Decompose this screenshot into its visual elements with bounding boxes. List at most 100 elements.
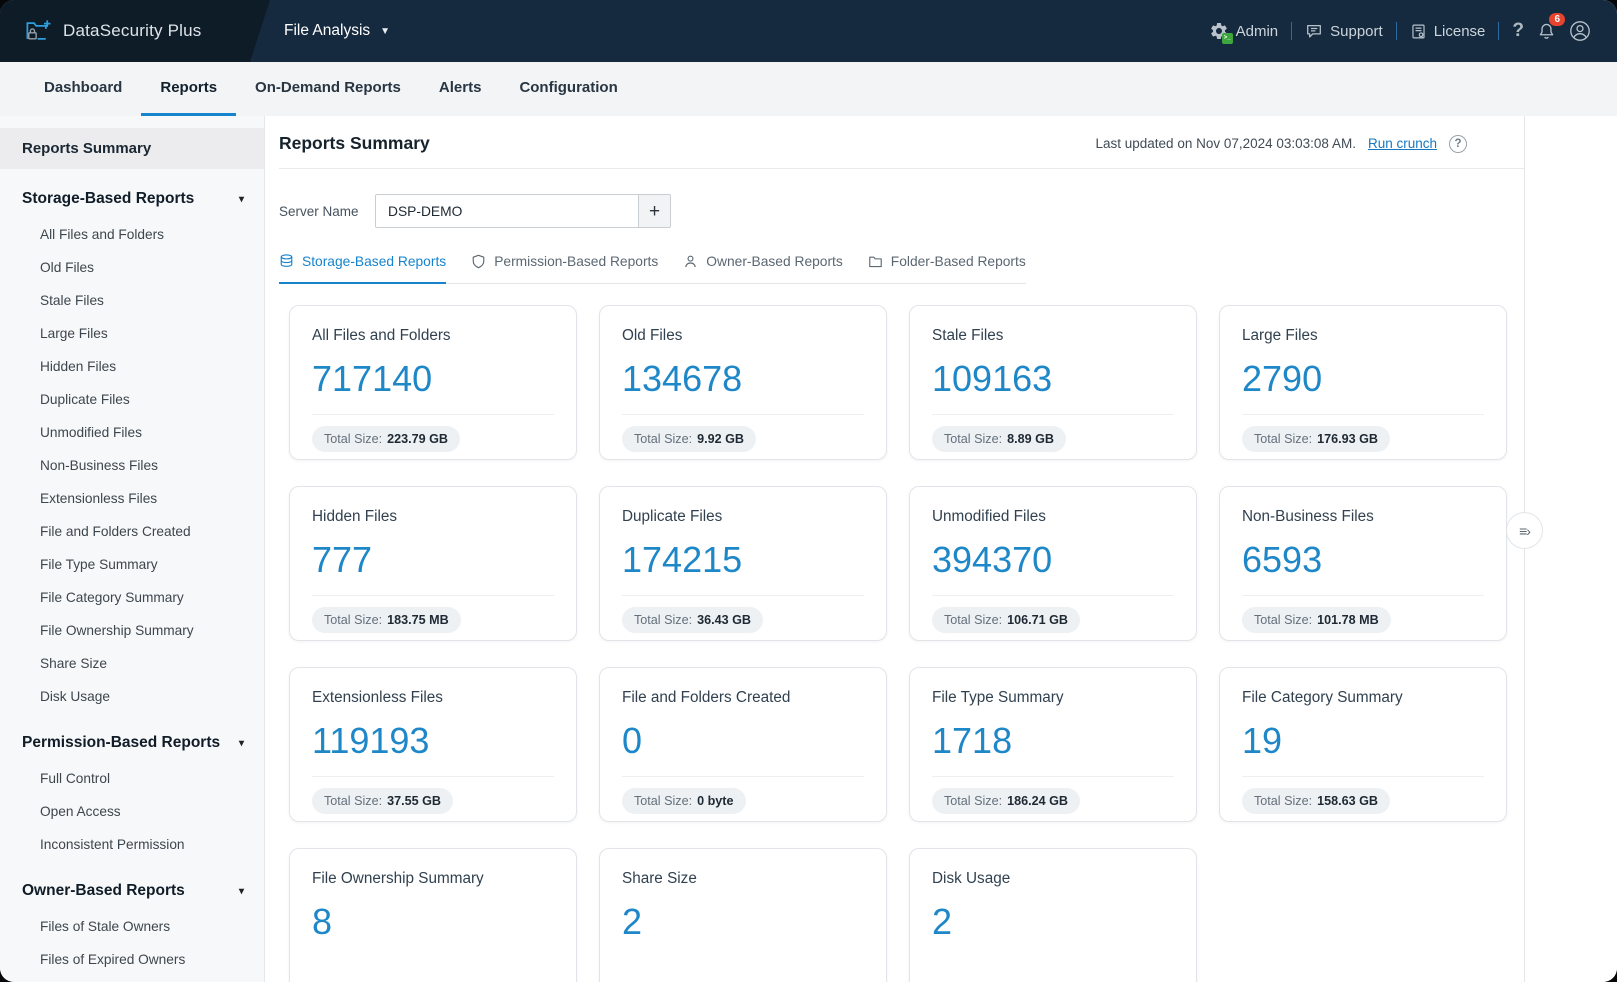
card-title: All Files and Folders (312, 327, 451, 344)
report-card-hidden-files[interactable]: Hidden Files 777 Total Size: 183.75 MB (289, 486, 577, 641)
report-card-share-size[interactable]: Share Size 2 (599, 848, 887, 982)
chevron-down-icon: ▼ (380, 25, 391, 37)
report-tab-label: Owner-Based Reports (706, 254, 843, 269)
total-size-value: 186.24 GB (1007, 794, 1069, 809)
report-card-disk-usage[interactable]: Disk Usage 2 (909, 848, 1197, 982)
card-count: 6593 (1242, 539, 1323, 580)
card-title: File Category Summary (1242, 689, 1403, 706)
report-tab-storage-based-reports[interactable]: Storage-Based Reports (279, 244, 447, 284)
sidebar-item-reports-summary[interactable]: Reports Summary (0, 128, 264, 169)
sidebar-item-open-access[interactable]: Open Access (40, 804, 121, 819)
card-title: Unmodified Files (932, 508, 1046, 525)
license-link[interactable]: License (1410, 23, 1485, 40)
help-icon[interactable]: ? (1512, 20, 1524, 41)
report-tab-folder-based-reports[interactable]: Folder-Based Reports (868, 244, 1026, 284)
support-link[interactable]: Support (1305, 22, 1383, 40)
module-switcher[interactable]: File Analysis ▼ (284, 22, 390, 40)
report-card-unmodified-files[interactable]: Unmodified Files 394370 Total Size: 106.71 … (909, 486, 1197, 641)
server-name-input[interactable] (375, 194, 639, 228)
card-count: 8 (312, 901, 333, 942)
divider (622, 595, 864, 597)
gear-icon: >_ (1209, 21, 1233, 44)
report-card-extensionless-files[interactable]: Extensionless Files 119193 Total Size: 37.5… (289, 667, 577, 822)
total-size-value: 8.89 GB (1007, 432, 1055, 447)
report-tab-permission-based-reports[interactable]: Permission-Based Reports (471, 244, 658, 284)
run-crunch-link[interactable]: Run crunch (1367, 136, 1437, 151)
tab-dashboard[interactable]: Dashboard (44, 79, 123, 96)
divider (932, 776, 1174, 778)
total-size-value: 9.92 GB (697, 432, 745, 447)
card-count: 777 (312, 539, 373, 580)
tab-reports[interactable]: Reports (141, 62, 237, 116)
report-card-old-files[interactable]: Old Files 134678 Total Size: 9.92 GB (599, 305, 887, 460)
report-card-file-category-summary[interactable]: File Category Summary 19 Total Size: 158.63… (1219, 667, 1507, 822)
card-count: 1718 (932, 720, 1013, 761)
card-count: 717140 (312, 358, 433, 399)
sidebar-item-file-ownership-summary[interactable]: File Ownership Summary (40, 623, 194, 638)
admin-link[interactable]: >_ Admin (1209, 21, 1279, 44)
sidebar-item-file-type-summary[interactable]: File Type Summary (40, 557, 158, 572)
sidebar-group-label: Storage-Based Reports (22, 190, 195, 207)
tab-configuration[interactable]: Configuration (519, 79, 618, 96)
card-title: File and Folders Created (622, 689, 791, 706)
sidebar-item-files-of-stale-owners[interactable]: Files of Stale Owners (40, 919, 171, 934)
card-count: 134678 (622, 358, 743, 399)
sidebar-item-file-category-summary[interactable]: File Category Summary (40, 590, 184, 605)
total-size-value: 183.75 MB (387, 613, 449, 628)
sidebar-item-unmodified-files[interactable]: Unmodified Files (40, 425, 142, 440)
total-size-label: Total Size: (324, 794, 383, 809)
card-count: 2 (932, 901, 953, 942)
report-card-file-ownership-summary[interactable]: File Ownership Summary 8 (289, 848, 577, 982)
tab-on-demand-reports[interactable]: On-Demand Reports (255, 79, 401, 96)
sidebar-item-files-of-expired-owners[interactable]: Files of Expired Owners (40, 952, 186, 967)
sidebar-item-full-control[interactable]: Full Control (40, 771, 110, 786)
panel-toggle-button[interactable]: ≡› (1506, 512, 1543, 549)
sidebar-item-stale-files[interactable]: Stale Files (40, 293, 104, 308)
total-size-badge: Total Size: 36.43 GB (622, 607, 764, 634)
list-expand-icon: ≡› (1519, 522, 1531, 539)
sidebar-item-extensionless-files[interactable]: Extensionless Files (40, 491, 158, 506)
notification-count-badge: 6 (1549, 12, 1565, 26)
tab-alerts[interactable]: Alerts (438, 79, 482, 96)
sidebar-item-non-business-files[interactable]: Non-Business Files (40, 458, 158, 473)
total-size-value: 223.79 GB (387, 432, 449, 447)
total-size-label: Total Size: (324, 613, 383, 628)
sidebar-item-old-files[interactable]: Old Files (40, 260, 95, 275)
sidebar-item-duplicate-files[interactable]: Duplicate Files (40, 392, 130, 407)
report-card-non-business-files[interactable]: Non-Business Files 6593 Total Size: 101.78 … (1219, 486, 1507, 641)
report-card-file-type-summary[interactable]: File Type Summary 1718 Total Size: 186.24 G… (909, 667, 1197, 822)
sidebar-item-disk-usage[interactable]: Disk Usage (40, 689, 110, 704)
sidebar-item-file-and-folders-created[interactable]: File and Folders Created (40, 524, 191, 539)
card-count: 19 (1242, 720, 1283, 761)
terminal-badge-icon: >_ (1221, 33, 1233, 44)
product-name: DataSecurity Plus (63, 21, 202, 40)
add-server-button[interactable]: + (638, 194, 671, 228)
report-card-large-files[interactable]: Large Files 2790 Total Size: 176.93 GB (1219, 305, 1507, 460)
report-card-all-files-and-folders[interactable]: All Files and Folders 717140 Total Size: 22… (289, 305, 577, 460)
divider (312, 595, 554, 597)
total-size-badge: Total Size: 8.89 GB (932, 426, 1067, 453)
divider (622, 776, 864, 778)
sidebar-item-all-files-and-folders[interactable]: All Files and Folders (40, 227, 164, 242)
sidebar-group-label: Permission-Based Reports (22, 734, 221, 751)
sidebar-item-large-files[interactable]: Large Files (40, 326, 108, 341)
brand[interactable]: DataSecurity Plus (0, 19, 270, 43)
separator (1498, 22, 1500, 40)
divider (622, 414, 864, 416)
sidebar-group-permission-based-reports[interactable]: Permission-Based Reports ▾ (0, 734, 264, 752)
report-category-tabs: Storage-Based Reports Permission-Based Re… (279, 244, 1026, 284)
report-tab-owner-based-reports[interactable]: Owner-Based Reports (683, 244, 843, 284)
sidebar-group-storage-based-reports[interactable]: Storage-Based Reports ▾ (0, 190, 264, 208)
sidebar-item-share-size[interactable]: Share Size (40, 656, 107, 671)
sidebar-item-hidden-files[interactable]: Hidden Files (40, 359, 117, 374)
user-avatar-icon[interactable] (1569, 20, 1591, 42)
total-size-value: 176.93 GB (1317, 432, 1379, 447)
report-card-file-and-folders-created[interactable]: File and Folders Created 0 Total Size: 0 by… (599, 667, 887, 822)
notifications-bell-icon[interactable]: 6 (1537, 12, 1565, 41)
sidebar-item-inconsistent-permission[interactable]: Inconsistent Permission (40, 837, 185, 852)
crunch-help-icon[interactable]: ? (1449, 134, 1467, 153)
report-card-stale-files[interactable]: Stale Files 109163 Total Size: 8.89 GB (909, 305, 1197, 460)
sidebar-group-owner-based-reports[interactable]: Owner-Based Reports ▾ (0, 882, 264, 900)
report-card-duplicate-files[interactable]: Duplicate Files 174215 Total Size: 36.43 GB (599, 486, 887, 641)
admin-label: Admin (1235, 22, 1279, 40)
